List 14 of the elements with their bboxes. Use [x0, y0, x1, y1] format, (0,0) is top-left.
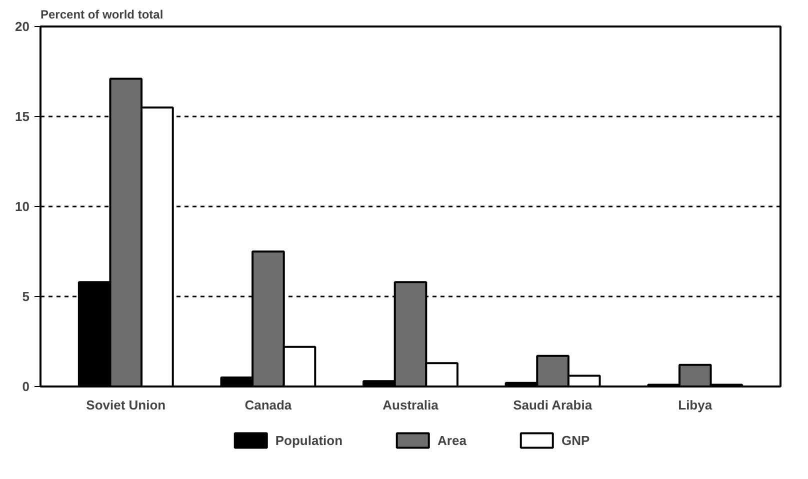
x-tick-label: Libya: [678, 398, 713, 412]
legend-label: Population: [275, 432, 343, 448]
x-tick-label: Canada: [244, 398, 292, 412]
y-tick-label: 5: [22, 289, 30, 304]
legend-label: Area: [438, 432, 466, 448]
x-tick-label: Soviet Union: [86, 398, 166, 412]
y-tick-label: 20: [15, 19, 30, 34]
y-tick-label: 15: [15, 109, 30, 124]
x-tick-label: Saudi Arabia: [513, 398, 593, 412]
y-axis-title: Percent of world total: [40, 8, 164, 22]
y-tick-label: 0: [22, 379, 30, 394]
legend-label: GNP: [561, 432, 590, 448]
x-tick-label: Australia: [382, 398, 440, 412]
y-tick-label: 10: [15, 199, 30, 214]
